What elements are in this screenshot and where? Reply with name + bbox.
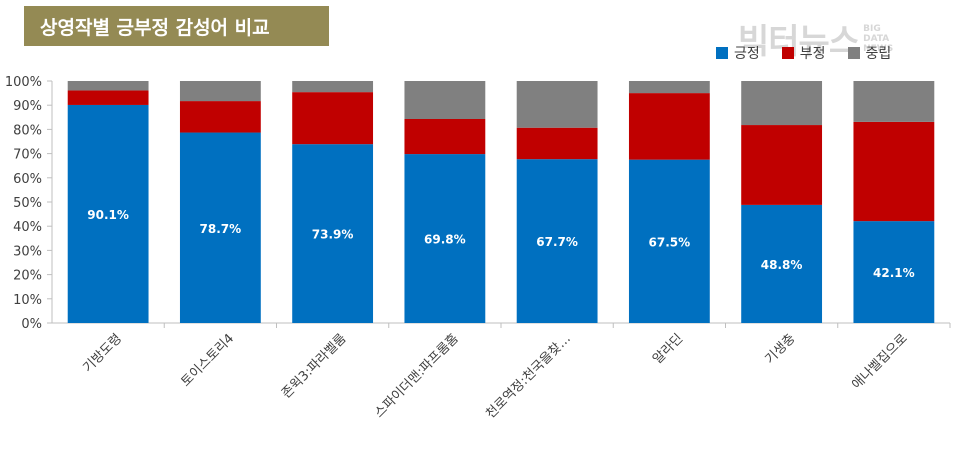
bar-segment-neutral [404, 81, 486, 119]
bar-segment-negative [853, 121, 935, 222]
y-tick-label: 90% [13, 99, 42, 114]
data-label: 78.7% [200, 222, 242, 236]
bar-segment-neutral [292, 81, 374, 93]
legend-label-neutral: 중립 [865, 46, 892, 62]
bar-segment-negative [292, 92, 374, 145]
bar-segment-neutral [516, 81, 598, 128]
bar-segment-negative [741, 125, 823, 205]
y-tick-label: 30% [13, 244, 42, 259]
chart-legend: 긍정 부정 중립 [716, 43, 891, 63]
data-label: 69.8% [424, 233, 466, 247]
x-category-label: 애나벨집으로 [849, 331, 910, 392]
bar-segment-positive [404, 154, 486, 323]
bar-segment-positive [853, 221, 935, 323]
bar-segment-neutral [741, 81, 823, 126]
y-tick-label: 70% [13, 148, 42, 163]
bar-segment-neutral [179, 81, 261, 102]
data-label: 48.8% [761, 258, 803, 272]
data-label: 67.5% [649, 235, 691, 249]
legend-item-negative: 부정 [781, 43, 826, 63]
bar-segment-positive [292, 144, 374, 323]
legend-item-neutral: 중립 [847, 43, 892, 63]
x-category-label: 스파이더맨:파프롬홈 [372, 331, 462, 421]
legend-label-negative: 부정 [799, 46, 826, 62]
legend-swatch-neutral [847, 47, 860, 59]
legend-swatch-negative [781, 47, 794, 59]
data-label: 67.7% [536, 235, 578, 249]
y-tick-label: 0% [21, 317, 42, 332]
x-category-label: 기생충 [762, 331, 798, 367]
bar-segment-positive [741, 204, 823, 323]
bar-segment-neutral [628, 81, 710, 94]
y-tick-label: 50% [13, 196, 42, 211]
bar-segment-negative [404, 118, 486, 155]
bar-segment-positive [179, 132, 261, 323]
x-category-label: 토이스토리4 [178, 331, 237, 390]
legend-swatch-positive [716, 47, 728, 59]
bar-segment-negative [628, 93, 710, 160]
bar-segment-positive [67, 104, 149, 323]
data-label: 90.1% [87, 208, 129, 222]
legend-item-positive: 긍정 [716, 43, 760, 63]
chart-title: 상영작별 긍부정 감성어 비교 [24, 6, 329, 46]
bar-segment-negative [179, 101, 261, 133]
y-tick-label: 40% [13, 220, 42, 235]
y-tick-label: 80% [13, 123, 42, 138]
x-category-label: 기방도령 [81, 331, 125, 375]
y-tick-label: 100% [5, 75, 42, 90]
x-category-label: 천로역정:천국을찾… [483, 331, 574, 422]
data-label: 73.9% [312, 228, 354, 242]
bar-segment-positive [628, 159, 710, 323]
y-tick-label: 20% [13, 269, 42, 284]
bar-segment-positive [516, 159, 598, 323]
y-tick-label: 10% [13, 293, 42, 308]
x-category-label: 알라딘 [650, 331, 686, 367]
y-tick-label: 60% [13, 172, 42, 187]
bar-segment-negative [67, 90, 149, 105]
bar-segment-neutral [67, 81, 149, 91]
data-label: 42.1% [873, 266, 915, 280]
x-category-label: 존윅3:파라벨룸 [279, 331, 349, 401]
bar-segment-neutral [853, 81, 935, 122]
legend-label-positive: 긍정 [734, 46, 760, 62]
bar-segment-negative [516, 127, 598, 160]
